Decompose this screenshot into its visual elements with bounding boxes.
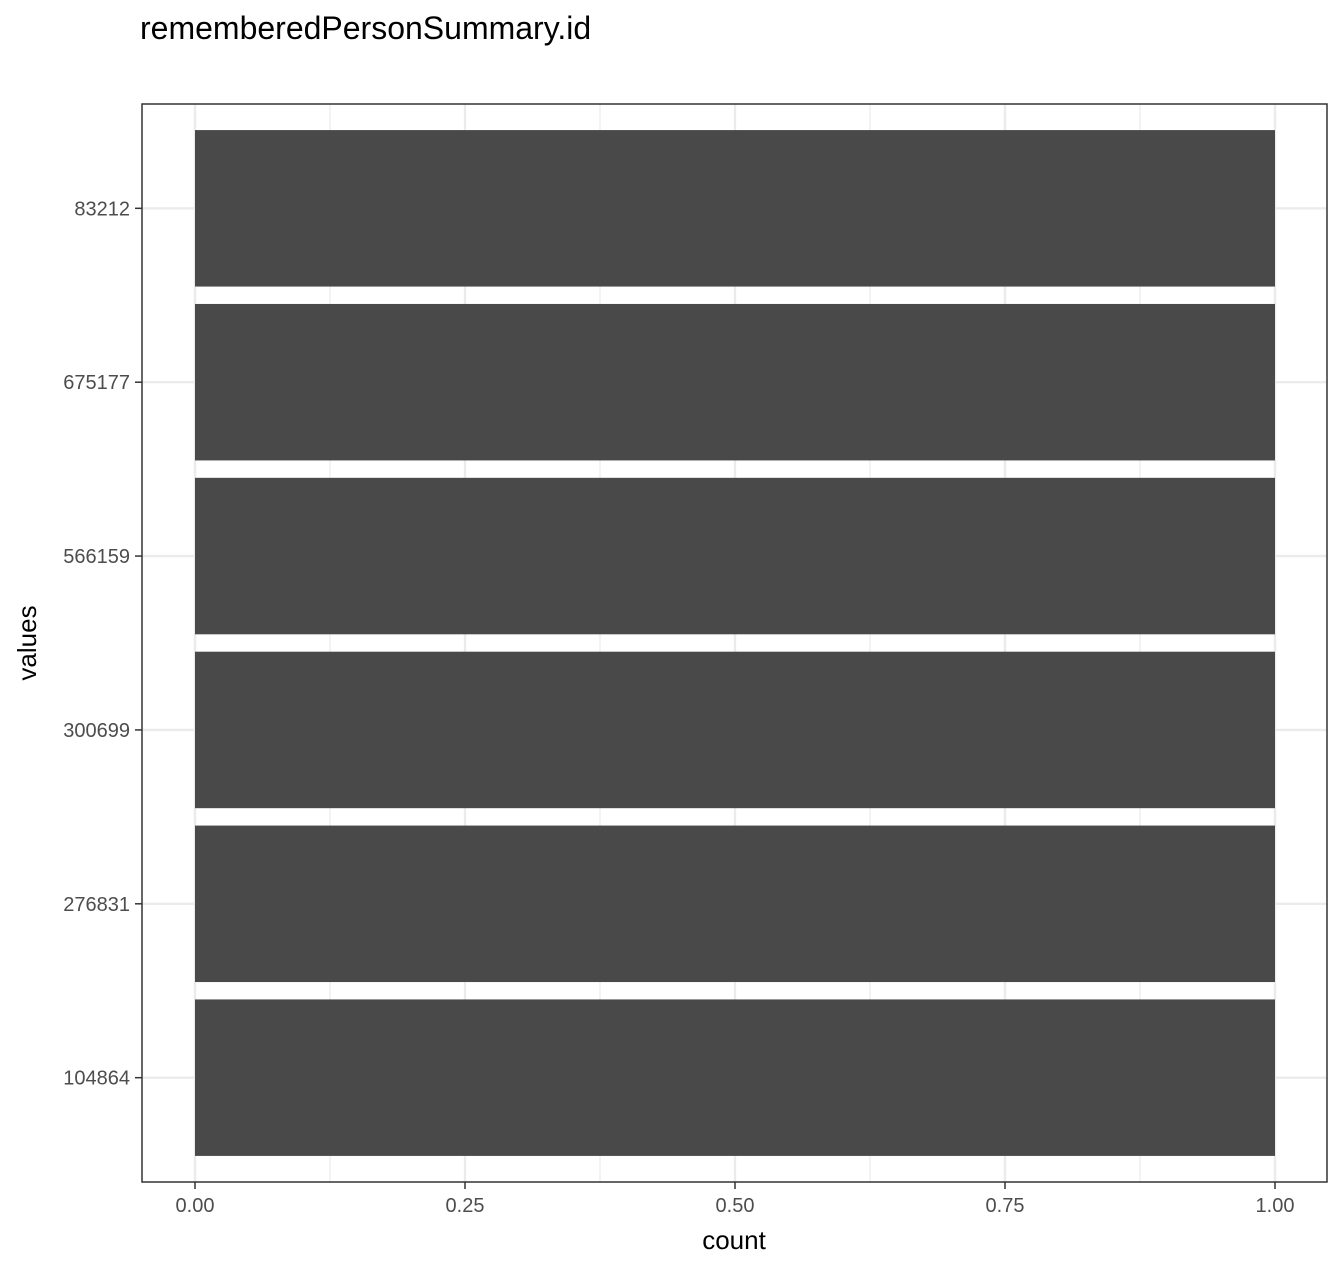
bar-276831	[195, 825, 1275, 983]
y-axis: 104864 276831 300699 566159 675177 83212	[63, 198, 142, 1090]
bar-566159	[195, 477, 1275, 635]
x-tick-label: 0.00	[176, 1195, 215, 1217]
bar-300699	[195, 651, 1275, 809]
y-tick-label: 83212	[74, 198, 130, 220]
x-tick-label: 0.75	[986, 1195, 1025, 1217]
chart-title: rememberedPersonSummary.id	[140, 10, 591, 46]
bar-675177	[195, 303, 1275, 461]
y-tick-label: 300699	[63, 720, 130, 742]
y-tick-label: 104864	[63, 1068, 130, 1090]
bar-104864	[195, 999, 1275, 1156]
bars	[195, 130, 1275, 1156]
y-tick-label: 276831	[63, 894, 130, 916]
y-tick-label: 675177	[63, 372, 130, 394]
x-tick-label: 0.50	[716, 1195, 755, 1217]
bar-83212	[195, 130, 1275, 287]
x-axis-title: count	[702, 1225, 766, 1255]
y-axis-title: values	[12, 605, 42, 680]
x-tick-label: 1.00	[1256, 1195, 1295, 1217]
x-axis: 0.00 0.25 0.50 0.75 1.00	[176, 1182, 1295, 1217]
y-tick-label: 566159	[63, 546, 130, 568]
x-tick-label: 0.25	[446, 1195, 485, 1217]
